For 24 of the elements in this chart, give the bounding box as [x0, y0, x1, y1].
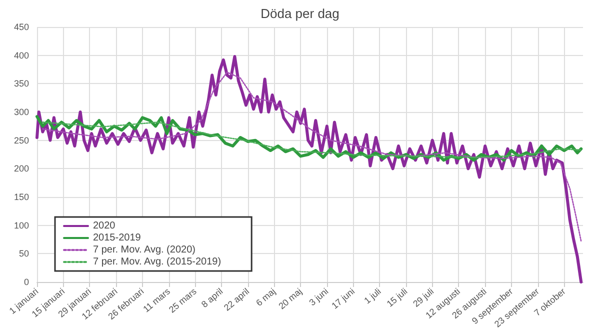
- legend-label: 7 per. Mov. Avg. (2015-2019): [93, 256, 222, 268]
- y-tick-label: 50: [18, 248, 29, 259]
- y-tick-label: 250: [14, 135, 29, 146]
- y-tick-label: 300: [14, 107, 29, 117]
- x-tick-label: 29 juli: [411, 286, 436, 309]
- line-series: [42, 122, 582, 158]
- x-tick-label: 6 maj: [254, 286, 278, 308]
- chart-title: Döda per dag: [260, 6, 340, 21]
- x-tick-label: 8 april: [200, 286, 225, 310]
- y-tick-label: 400: [14, 50, 29, 60]
- x-tick-label: 1 juli: [362, 286, 383, 306]
- y-tick-label: 450: [14, 22, 29, 32]
- y-tick-label: 100: [14, 220, 29, 230]
- y-tick-label: 200: [14, 164, 29, 174]
- y-tick-label: 150: [14, 192, 29, 202]
- y-tick-label: 350: [14, 78, 29, 89]
- line-series: [42, 72, 582, 242]
- x-tick-label: 20 maj: [276, 286, 304, 312]
- x-tick-label: 15 juli: [384, 286, 410, 309]
- legend-label: 2020: [93, 220, 116, 232]
- y-tick-label: 0: [24, 277, 29, 287]
- legend-label: 7 per. Mov. Avg. (2020): [93, 244, 196, 256]
- x-tick-label: 22 april: [222, 286, 252, 313]
- legend-label: 2015-2019: [93, 232, 142, 244]
